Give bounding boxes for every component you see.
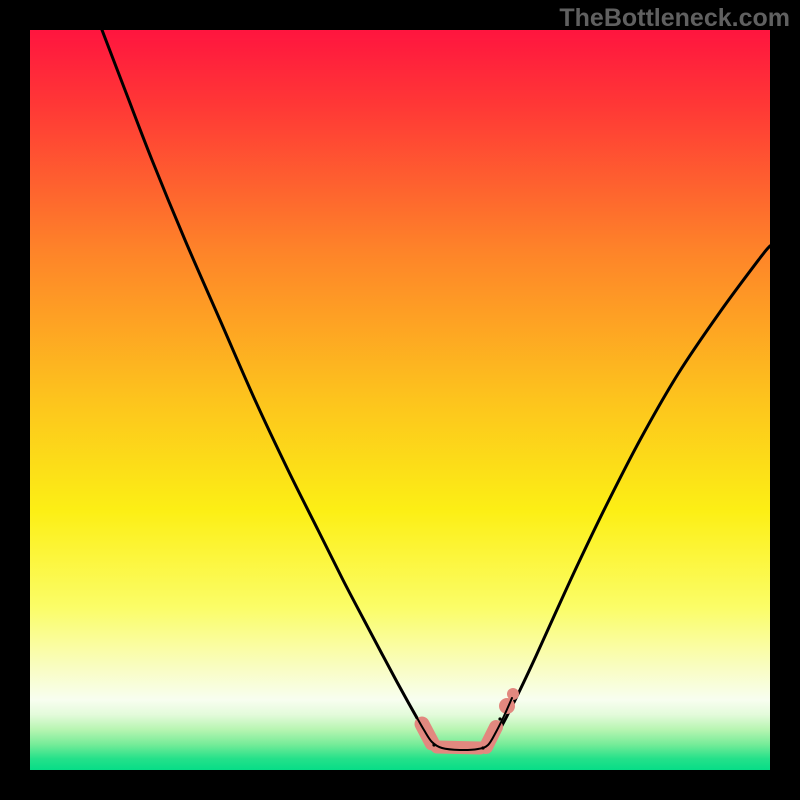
watermark-text: TheBottleneck.com [559,4,790,33]
chart-svg [0,0,800,800]
left-curve [102,30,429,739]
valley-marker-dot [507,688,519,700]
right-curve [494,246,770,739]
chart-frame: TheBottleneck.com [0,0,800,800]
valley-marker-segment [486,727,496,747]
